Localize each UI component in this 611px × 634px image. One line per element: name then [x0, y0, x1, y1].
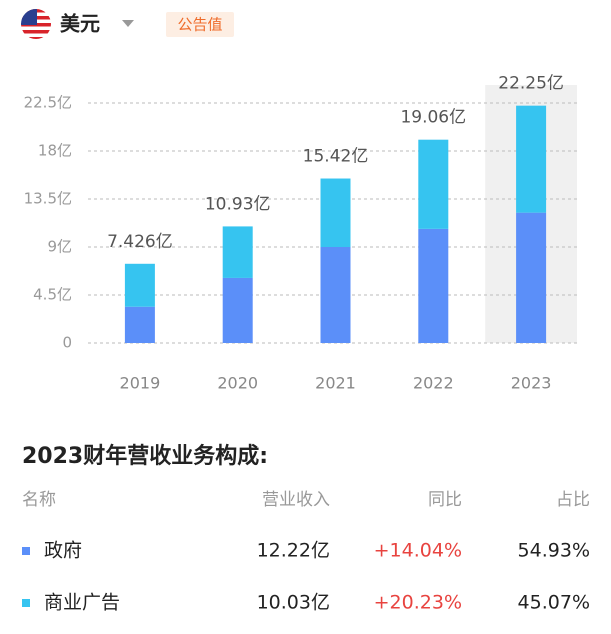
tag-label[interactable]: 公告值 — [177, 16, 222, 34]
total-label: 10.93亿 — [205, 194, 271, 214]
bar-segment — [320, 178, 351, 247]
total-label: 22.25亿 — [498, 74, 564, 94]
bar-segment — [222, 226, 253, 278]
bar-segment — [516, 105, 547, 213]
table-cell: 54.93% — [518, 540, 590, 562]
tag-bg — [166, 12, 234, 37]
bar-segment — [320, 247, 351, 343]
table-cell: +20.23% — [374, 592, 462, 614]
total-label: 15.42亿 — [303, 147, 369, 167]
legend-bullet — [22, 599, 30, 607]
y-tick-label: 18亿 — [38, 142, 72, 160]
table-cell: 商业广告 — [44, 592, 120, 614]
flag-icon — [21, 9, 51, 39]
bar-segment — [418, 228, 449, 343]
bar-segment — [222, 277, 253, 343]
bar-segment — [516, 212, 547, 343]
table-cell: 10.03亿 — [257, 592, 330, 614]
column-header: 占比 — [556, 490, 590, 510]
x-tick-label: 2021 — [315, 374, 356, 393]
table-title: 2023财年营收业务构成: — [22, 443, 268, 469]
dropdown-arrow[interactable] — [122, 20, 134, 27]
x-tick-label: 2023 — [511, 374, 552, 393]
bar-segment — [124, 263, 155, 307]
x-tick-label: 2019 — [120, 374, 161, 393]
currency-label[interactable]: 美元 — [60, 12, 100, 36]
x-tick-label: 2022 — [413, 374, 454, 393]
column-header: 营业收入 — [262, 490, 330, 510]
table-cell: 45.07% — [518, 592, 590, 614]
table-cell: 12.22亿 — [257, 540, 330, 562]
y-tick-label: 22.5亿 — [24, 94, 72, 112]
table-cell: 政府 — [44, 540, 82, 562]
y-tick-label: 13.5亿 — [24, 190, 72, 208]
total-label: 7.426亿 — [107, 232, 173, 252]
legend-bullet — [22, 547, 30, 555]
total-label: 19.06亿 — [400, 108, 466, 128]
bar-segment — [124, 306, 155, 343]
y-tick-label: 4.5亿 — [33, 286, 72, 304]
y-tick-label: 9亿 — [47, 238, 72, 256]
column-header: 名称 — [22, 490, 56, 510]
column-header: 同比 — [428, 490, 462, 510]
y-tick-label: 0 — [62, 334, 72, 352]
table-cell: +14.04% — [374, 540, 462, 562]
x-tick-label: 2020 — [217, 374, 258, 393]
bar-segment — [418, 139, 449, 229]
